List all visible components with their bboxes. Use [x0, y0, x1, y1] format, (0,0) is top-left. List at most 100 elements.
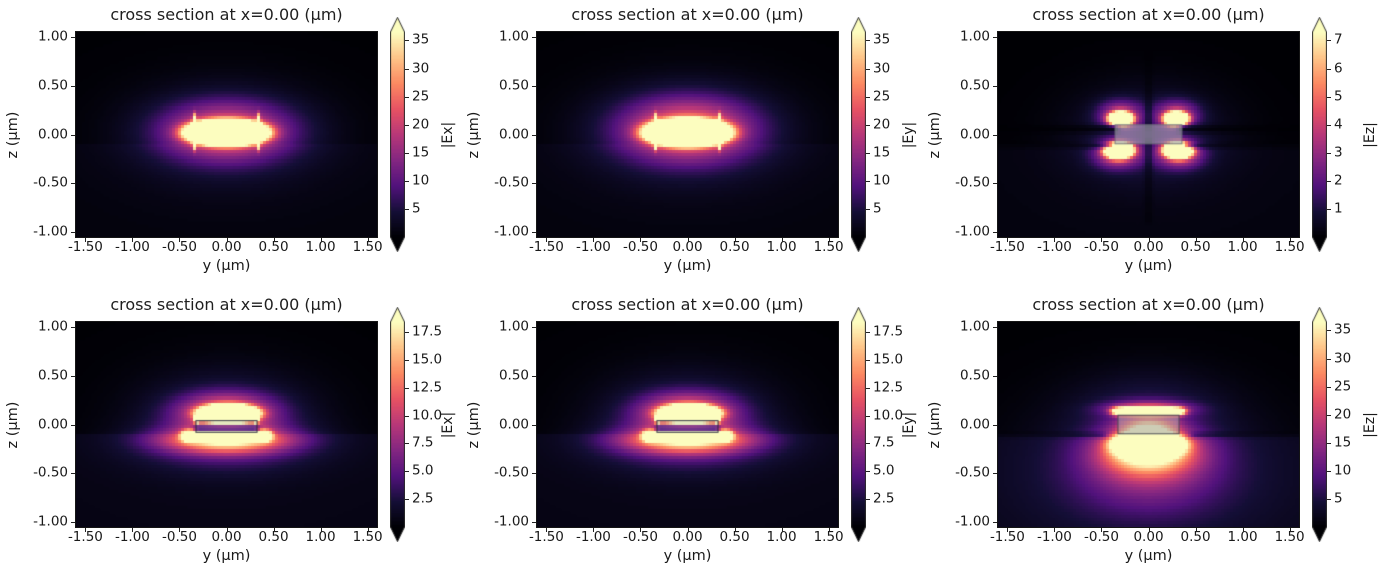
y-tick: 0.00 — [959, 415, 990, 432]
colorbar-tick-mark — [405, 415, 409, 417]
y-tick-mark — [532, 326, 536, 328]
x-tick-mark — [226, 238, 228, 242]
x-tick-mark — [1242, 528, 1244, 532]
y-tick: -1.00 — [33, 223, 68, 240]
colorbar-tick: 5 — [873, 200, 882, 217]
subplot-5: cross section at x=0.00 (μm) z (μm) 1.00 0.… — [461, 290, 922, 581]
x-tick-mark — [1101, 238, 1103, 242]
colorbar-tick: 15.0 — [412, 351, 443, 368]
y-tick: 1.00 — [498, 28, 529, 45]
x-tick-mark — [320, 238, 322, 242]
subplot-3: cross section at x=0.00 (μm) z (μm) 1.00 0.… — [922, 0, 1383, 290]
heatmap-axes — [997, 321, 1300, 528]
y-tick-mark — [993, 36, 997, 38]
colorbar-tick-mark — [405, 96, 409, 98]
colorbar-tick: 20 — [1334, 405, 1352, 422]
x-tick: -0.50 — [623, 529, 658, 545]
plot-title: cross section at x=0.00 (μm) — [110, 295, 343, 314]
subplot-1: cross section at x=0.00 (μm) z (μm) 1.00 0.… — [0, 0, 461, 290]
colorbar-tick: 10.0 — [412, 406, 443, 423]
y-tick-mark — [993, 473, 997, 475]
y-tick: -0.50 — [33, 464, 68, 481]
colorbar-tick: 10 — [1334, 462, 1352, 479]
x-tick: 1.00 — [305, 239, 336, 255]
colorbar-tick-mark — [405, 443, 409, 445]
x-axis-label: y (μm) — [663, 548, 712, 564]
x-tick-mark — [85, 528, 87, 532]
x-tick-mark — [687, 528, 689, 532]
subplot-2: cross section at x=0.00 (μm) z (μm) 1.00 0.… — [461, 0, 922, 290]
colorbar-tick-mark — [1327, 152, 1331, 154]
colorbar-tick: 35 — [1334, 321, 1352, 338]
colorbar-tick-mark — [405, 387, 409, 389]
y-tick: -1.00 — [33, 513, 68, 530]
x-tick: 1.00 — [766, 239, 797, 255]
y-tick: 1.00 — [959, 28, 990, 45]
x-tick: 1.50 — [813, 529, 844, 545]
x-tick: -1.00 — [575, 529, 611, 545]
colorbar-tick: 5.0 — [412, 462, 434, 479]
y-tick: -0.50 — [33, 174, 68, 191]
colorbar-label: |Ex| — [440, 411, 456, 438]
colorbar-tick: 12.5 — [412, 378, 443, 395]
x-tick-mark — [593, 238, 595, 242]
subplot-4: cross section at x=0.00 (μm) z (μm) 1.00 0.… — [0, 290, 461, 581]
y-tick: -0.50 — [494, 174, 529, 191]
x-tick: 0.00 — [1133, 239, 1164, 255]
x-tick-mark — [179, 528, 181, 532]
x-tick: 1.50 — [352, 239, 383, 255]
x-tick-mark — [1289, 238, 1291, 242]
y-tick: 0.50 — [498, 366, 529, 383]
colorbar-tick: 5 — [1334, 490, 1343, 507]
x-tick: 0.00 — [1133, 529, 1164, 545]
x-tick-mark — [640, 528, 642, 532]
colorbar-tick-mark — [405, 499, 409, 501]
x-axis-label: y (μm) — [1124, 548, 1173, 564]
x-tick: -1.50 — [67, 239, 103, 255]
colorbar-tick-mark — [866, 40, 870, 42]
y-tick-mark — [71, 85, 75, 87]
y-tick-mark — [71, 232, 75, 234]
x-tick: -1.00 — [1036, 529, 1072, 545]
heatmap-axes — [997, 31, 1300, 238]
colorbar-label: |Ey| — [901, 411, 917, 438]
x-tick-mark — [734, 238, 736, 242]
y-tick-mark — [71, 183, 75, 185]
colorbar-tick: 15.0 — [873, 351, 904, 368]
heatmap-canvas — [998, 32, 1299, 237]
colorbar-tick: 12.5 — [873, 378, 904, 395]
colorbar-tick: 10 — [873, 172, 891, 189]
colorbar-tick-mark — [1327, 180, 1331, 182]
colorbar-canvas — [1312, 17, 1327, 252]
colorbar-tick-mark — [866, 180, 870, 182]
y-tick: 1.00 — [959, 318, 990, 335]
y-tick-mark — [993, 85, 997, 87]
colorbar-tick: 5 — [1334, 87, 1343, 104]
colorbar-tick-mark — [405, 68, 409, 70]
colorbar-tick-mark — [866, 68, 870, 70]
x-tick: 0.50 — [258, 239, 289, 255]
heatmap-axes — [536, 31, 839, 238]
x-tick: 0.00 — [211, 239, 242, 255]
x-tick: -1.00 — [1036, 239, 1072, 255]
x-tick-mark — [320, 528, 322, 532]
y-tick-mark — [993, 183, 997, 185]
colorbar-tick-mark — [866, 124, 870, 126]
colorbar-tick: 15 — [1334, 434, 1352, 450]
x-tick-mark — [132, 528, 134, 532]
colorbar-label: |Ez| — [1362, 121, 1378, 148]
y-tick-mark — [993, 326, 997, 328]
colorbar-tick: 15 — [412, 144, 430, 160]
y-tick-mark — [71, 473, 75, 475]
y-tick-mark — [993, 424, 997, 426]
colorbar-tick-mark — [405, 332, 409, 334]
y-tick-mark — [993, 522, 997, 524]
y-tick-mark — [532, 473, 536, 475]
x-tick-mark — [226, 528, 228, 532]
colorbar-canvas — [1312, 307, 1327, 542]
y-tick: -0.50 — [955, 464, 990, 481]
colorbar-tick: 25 — [412, 87, 430, 104]
colorbar-tick: 1 — [1334, 200, 1343, 217]
x-tick-mark — [640, 238, 642, 242]
